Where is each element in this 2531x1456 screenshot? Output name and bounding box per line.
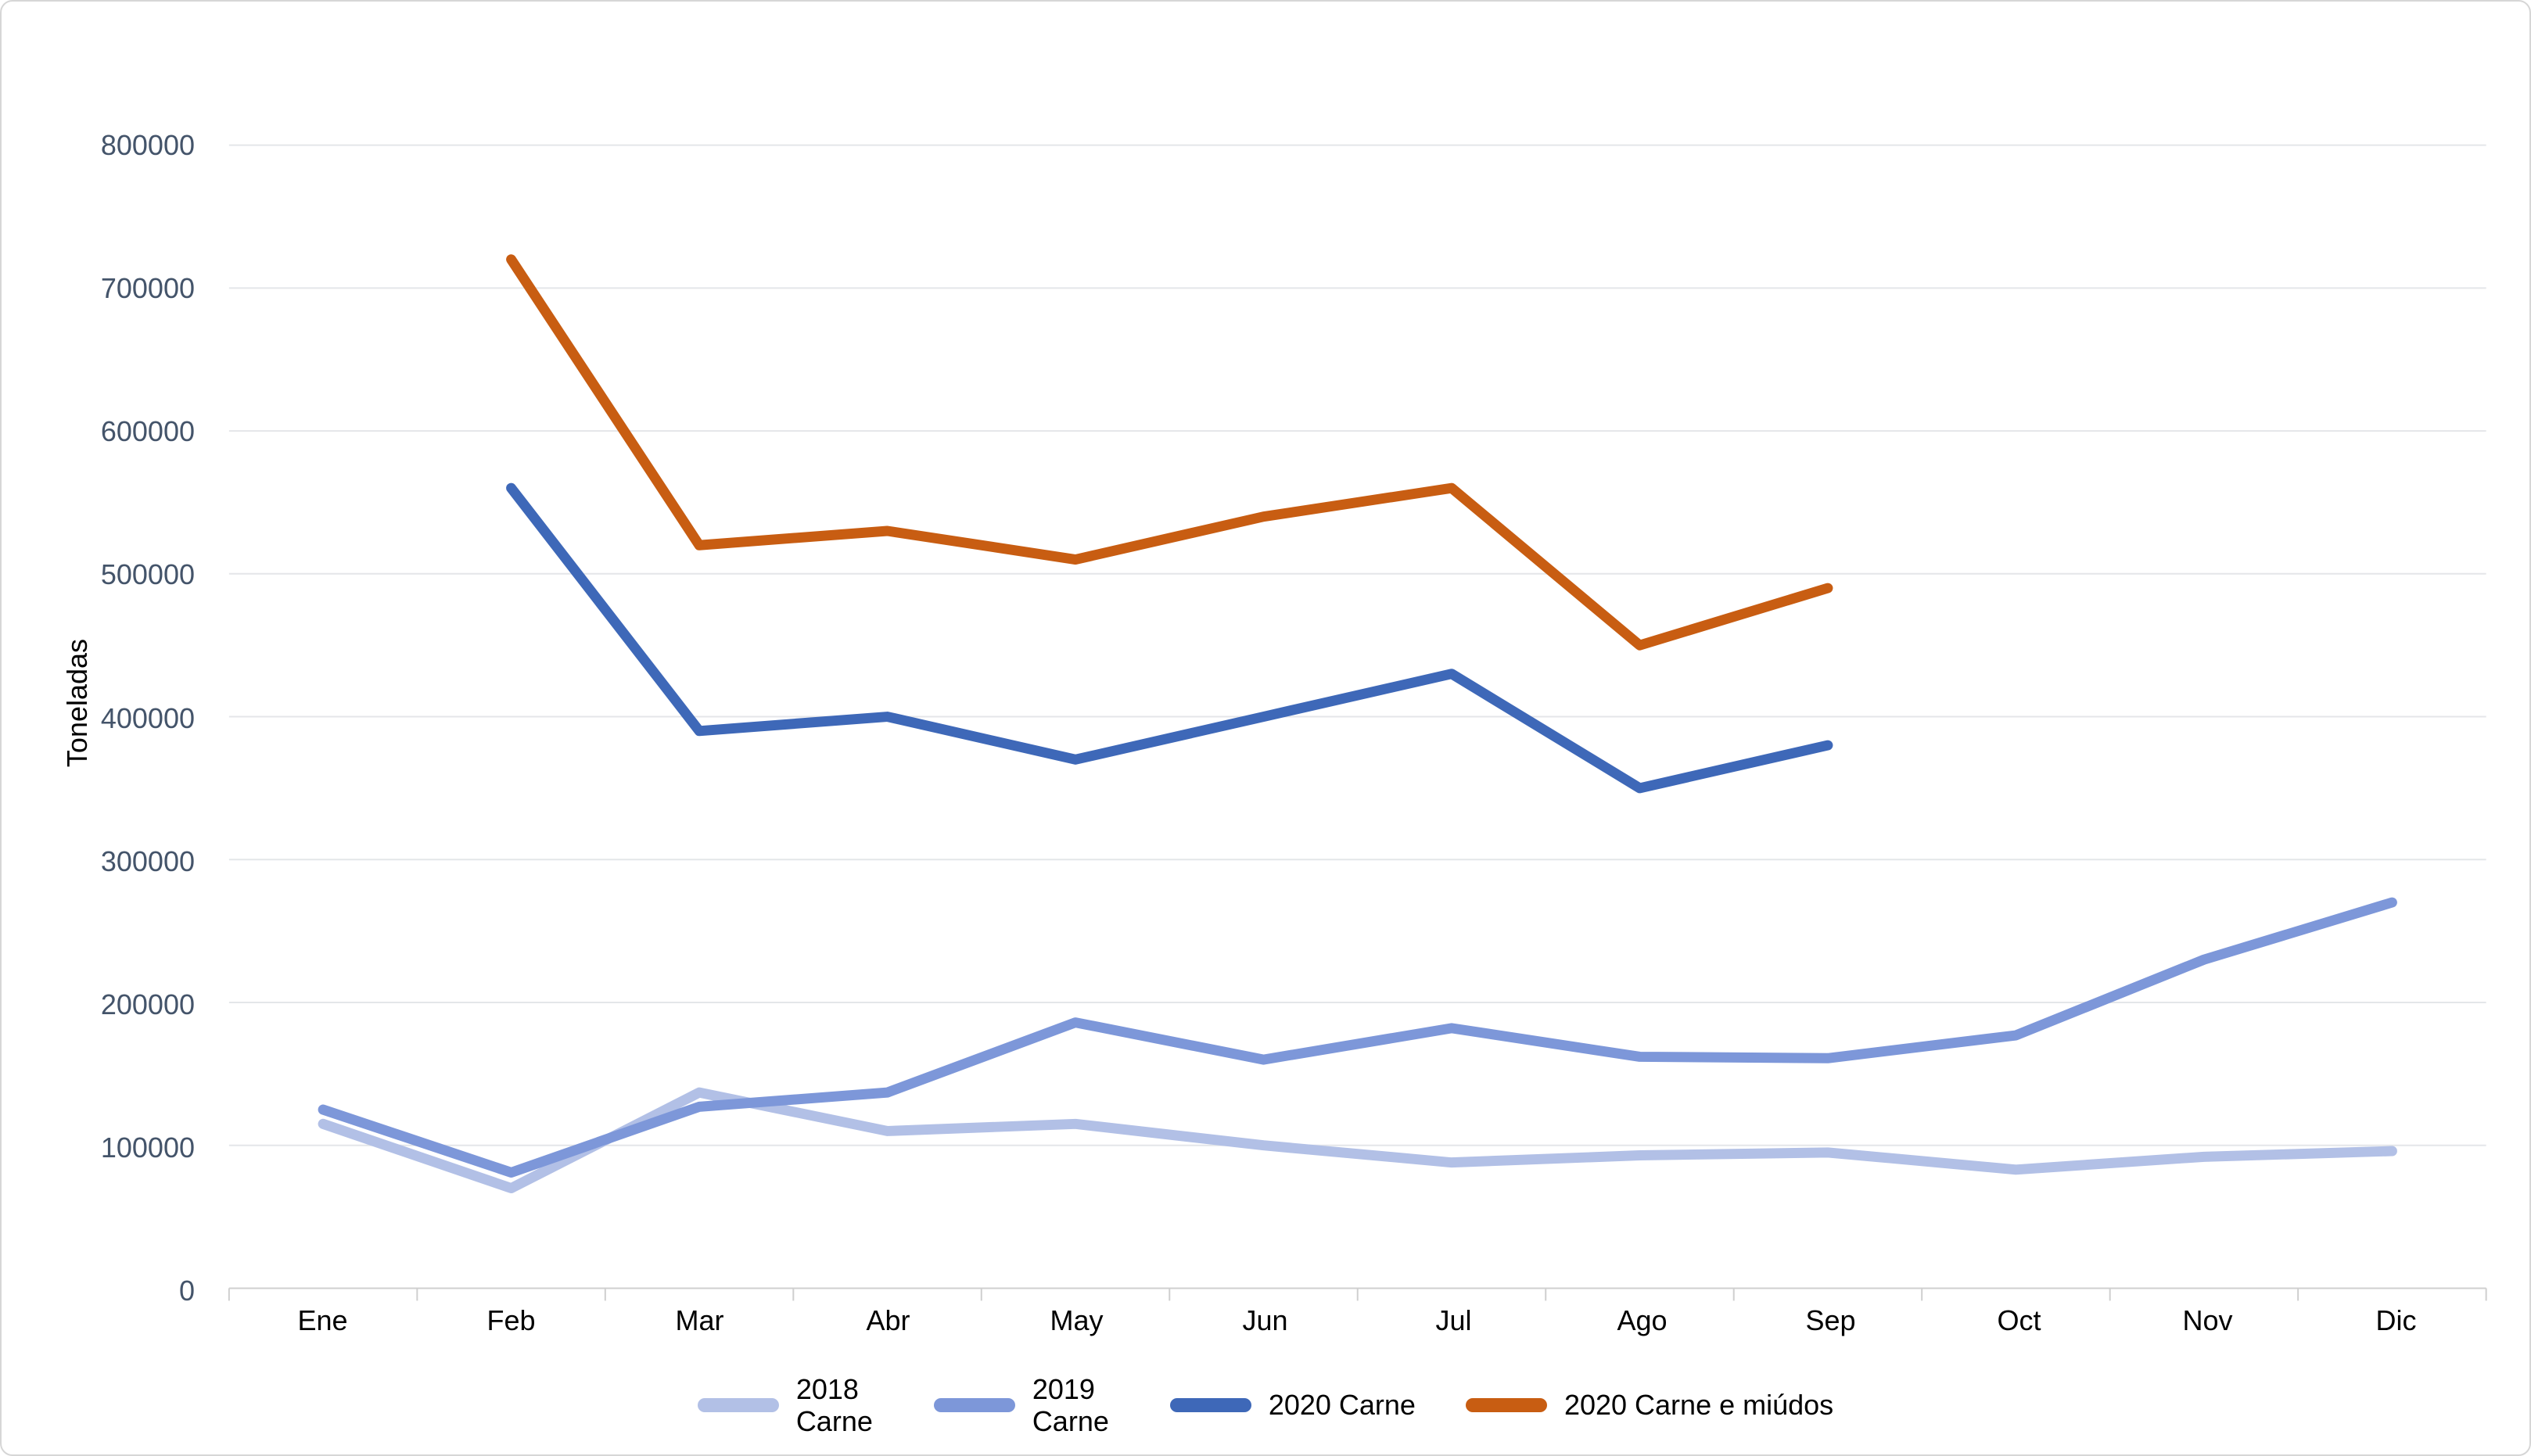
x-axis-tick-label: Dic <box>2375 1304 2417 1336</box>
y-axis-tick-label: 700000 <box>100 272 195 305</box>
legend-swatch-2019-carne <box>933 1398 1015 1412</box>
legend-swatch-2018-carne <box>697 1398 779 1412</box>
y-axis-tick-label: 100000 <box>100 1131 195 1164</box>
series-line-2020-carne-e-mi-dos <box>506 254 1833 651</box>
x-axis-tick-label: Jul <box>1435 1304 1472 1336</box>
x-axis-tick-label: Oct <box>1997 1304 2041 1336</box>
x-axis-tick-label: Jun <box>1242 1304 1288 1336</box>
x-axis-tick-label: Sep <box>1805 1304 1856 1336</box>
x-axis-tick-label: Abr <box>866 1304 910 1336</box>
x-axis-tick-label: Nov <box>2182 1304 2233 1336</box>
legend-swatch-2020-carne-e-mi-dos <box>1465 1397 1547 1412</box>
x-axis-tick-label: Mar <box>675 1304 724 1336</box>
legend-swatch-2020-carne <box>1169 1397 1251 1412</box>
y-axis-tick-label: 0 <box>178 1275 195 1307</box>
series-line-2019-carne <box>318 897 2397 1178</box>
y-axis-tick-label: 800000 <box>100 129 195 161</box>
legend-item-2020-carne-e-mi-dos: 2020 Carne e miúdos <box>1465 1389 1834 1422</box>
x-axis-tick-label: Feb <box>486 1304 536 1336</box>
legend-item-2019-carne: 2019 Carne <box>933 1372 1120 1438</box>
legend-label: 2019 Carne <box>1032 1372 1109 1437</box>
legend-label: 2020 Carne <box>1268 1389 1416 1422</box>
y-axis-tick-label: 500000 <box>100 558 195 591</box>
series-line-2018-carne <box>318 1087 2397 1194</box>
y-axis-tick-label: 400000 <box>100 701 195 734</box>
legend-label: 2018 Carne <box>795 1372 873 1437</box>
y-axis-tick-label: 200000 <box>100 988 195 1020</box>
series-line-2020-carne <box>506 482 1833 794</box>
x-axis-tick-label: Ene <box>297 1304 348 1336</box>
y-axis-tick-label: 300000 <box>100 845 195 877</box>
legend: 2018 Carne 2019 Carne 2020 Carne 2020 Carne… <box>2 1362 2529 1448</box>
x-axis-tick-label: Ago <box>1617 1304 1668 1336</box>
legend-label: 2020 Carne e miúdos <box>1563 1389 1834 1422</box>
legend-item-2020-carne: 2020 Carne <box>1169 1389 1416 1422</box>
legend-item-2018-carne: 2018 Carne <box>697 1372 884 1438</box>
x-axis-tick-label: May <box>1050 1304 1104 1336</box>
y-axis-tick-label: 600000 <box>100 415 195 448</box>
